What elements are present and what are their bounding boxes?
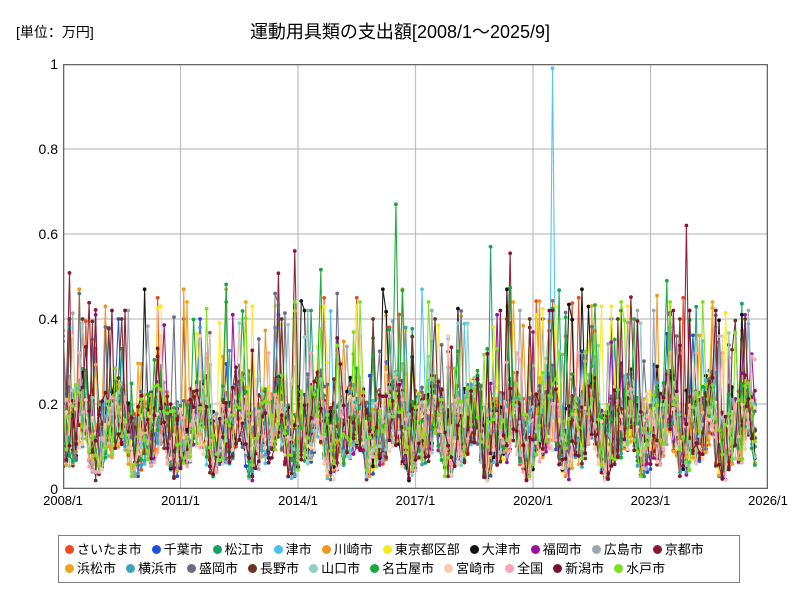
legend-label: 東京都区部 — [394, 542, 460, 557]
legend-item[interactable]: 名古屋市 — [370, 562, 434, 575]
legend-marker-icon — [187, 564, 197, 573]
legend-label: さいたま市 — [77, 542, 142, 557]
legend-item[interactable]: 千葉市 — [151, 542, 203, 557]
legend-label: 川崎市 — [333, 542, 373, 557]
legend-item[interactable]: 盛岡市 — [187, 562, 238, 575]
legend-marker-icon — [273, 545, 283, 554]
legend-marker-icon — [212, 545, 222, 554]
legend-marker-icon — [505, 564, 515, 573]
legend-row: さいたま市 千葉市 松江市 津市 川崎市 東京都区部 大津市 福岡市 広島市 京都市 — [61, 540, 737, 559]
y-tick-label: 0.4 — [38, 311, 58, 327]
y-tick-label: 0 — [50, 481, 58, 497]
legend-label: 津市 — [285, 542, 312, 557]
page-title: 運動用具類の支出額[2008/1～2025/9] — [249, 22, 551, 42]
legend-marker-icon — [614, 564, 624, 573]
x-tick-label: 2014/1 — [278, 493, 318, 508]
y-tick-label: 0.2 — [38, 396, 58, 412]
x-tick-label: 2023/1 — [630, 493, 671, 508]
legend-marker-icon — [151, 545, 161, 554]
legend-marker-icon — [382, 545, 392, 554]
legend-item[interactable]: 広島市 — [591, 542, 643, 557]
legend-label: 長野市 — [260, 561, 300, 576]
legend-item[interactable]: 全国 — [505, 562, 543, 575]
x-tick-label: 2017/1 — [395, 493, 436, 508]
legend-label: 宮崎市 — [456, 561, 496, 576]
legend-item[interactable]: 浜松市 — [65, 562, 116, 575]
legend-marker-icon — [444, 564, 454, 573]
legend-item[interactable]: 横浜市 — [126, 562, 177, 575]
y-tick-label: 0.6 — [38, 226, 58, 242]
chart-legend: さいたま市 千葉市 松江市 津市 川崎市 東京都区部 大津市 福岡市 広島市 京都市 浜松市 横浜市… — [58, 535, 740, 583]
legend-label: 名古屋市 — [382, 561, 435, 576]
legend-marker-icon — [652, 545, 662, 554]
legend-marker-icon — [65, 564, 74, 573]
legend-label: 全国 — [517, 561, 544, 576]
legend-marker-icon — [370, 564, 380, 573]
legend-label: 京都市 — [664, 542, 704, 557]
legend-item[interactable]: 松江市 — [212, 542, 264, 557]
legend-label: 浜松市 — [77, 561, 117, 576]
unit-label: [単位：万円] — [16, 24, 94, 40]
x-tick-label: 2020/1 — [513, 493, 553, 508]
legend-item[interactable]: 川崎市 — [321, 542, 373, 557]
legend-marker-icon — [126, 564, 136, 573]
legend-label: 山口市 — [321, 561, 361, 576]
series-19 — [63, 300, 757, 479]
x-tick-label: 2008/1 — [43, 493, 83, 508]
legend-item[interactable]: 東京都区部 — [382, 542, 460, 557]
legend-marker-icon — [248, 564, 258, 573]
legend-item[interactable]: さいたま市 — [65, 543, 142, 556]
legend-marker-icon — [469, 545, 479, 554]
legend-label: 盛岡市 — [199, 561, 239, 576]
legend-item[interactable]: 大津市 — [469, 542, 521, 557]
legend-item[interactable]: 山口市 — [309, 562, 360, 575]
y-axis-tick-labels: 0 0.2 0.4 0.6 0.8 1 — [0, 0, 58, 600]
legend-item[interactable]: 長野市 — [248, 562, 299, 575]
legend-marker-icon — [321, 545, 331, 554]
legend-item[interactable]: 京都市 — [652, 542, 704, 557]
x-axis-tick-labels: 2008/1 2011/1 2014/1 2017/1 2020/1 2023/1 2026… — [0, 493, 800, 515]
legend-row: 浜松市 横浜市 盛岡市 長野市 山口市 名古屋市 宮崎市 全国 新潟市 水戸市 — [61, 559, 737, 578]
chart-canvas — [63, 64, 768, 489]
legend-label: 新潟市 — [565, 561, 605, 576]
legend-marker-icon — [309, 564, 319, 573]
legend-label: 大津市 — [481, 542, 521, 557]
legend-marker-icon — [591, 545, 601, 554]
plot-area — [63, 64, 768, 489]
legend-item[interactable]: 水戸市 — [614, 562, 665, 575]
legend-item[interactable]: 福岡市 — [530, 542, 582, 557]
x-tick-label: 2026/1 — [748, 493, 788, 508]
legend-label: 広島市 — [603, 542, 643, 557]
legend-label: 福岡市 — [542, 542, 582, 557]
legend-item[interactable]: 新潟市 — [553, 562, 604, 575]
legend-marker-icon — [530, 545, 540, 554]
y-tick-label: 0.8 — [38, 141, 58, 157]
legend-marker-icon — [65, 545, 74, 554]
y-tick-label: 1 — [50, 56, 58, 72]
legend-marker-icon — [553, 564, 563, 573]
legend-item[interactable]: 宮崎市 — [444, 562, 495, 575]
legend-label: 水戸市 — [626, 561, 666, 576]
legend-label: 松江市 — [224, 542, 264, 557]
series-18 — [63, 308, 757, 483]
legend-label: 横浜市 — [138, 561, 178, 576]
legend-label: 千葉市 — [163, 542, 203, 557]
x-tick-label: 2011/1 — [161, 493, 200, 508]
legend-item[interactable]: 津市 — [273, 542, 312, 557]
